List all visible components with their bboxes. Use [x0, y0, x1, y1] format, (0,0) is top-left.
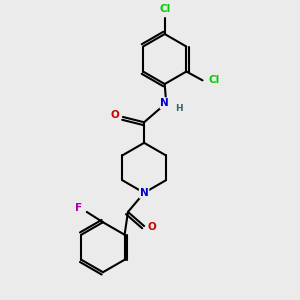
Text: H: H: [175, 104, 182, 113]
Text: N: N: [160, 98, 169, 108]
Text: O: O: [110, 110, 119, 121]
Text: Cl: Cl: [208, 75, 219, 85]
Text: Cl: Cl: [159, 4, 170, 14]
Text: N: N: [140, 188, 148, 198]
Text: F: F: [75, 202, 82, 212]
Text: O: O: [148, 222, 157, 232]
